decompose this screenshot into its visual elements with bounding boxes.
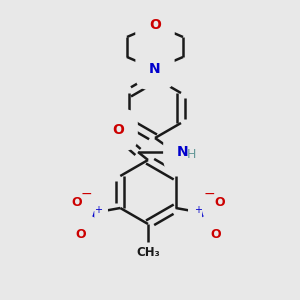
Text: O: O <box>71 196 82 208</box>
Text: H: H <box>187 148 196 160</box>
Text: O: O <box>210 227 221 241</box>
Text: O: O <box>214 196 225 208</box>
Text: N: N <box>85 209 95 223</box>
Text: O: O <box>112 123 124 137</box>
Text: CH₃: CH₃ <box>136 246 160 259</box>
Text: +: + <box>94 205 102 215</box>
Text: N: N <box>177 145 189 159</box>
Text: O: O <box>75 227 86 241</box>
Text: O: O <box>149 18 161 32</box>
Text: N: N <box>200 209 211 223</box>
Text: +: + <box>194 205 202 215</box>
Text: −: − <box>80 187 92 201</box>
Text: N: N <box>149 62 161 76</box>
Text: −: − <box>204 187 215 201</box>
